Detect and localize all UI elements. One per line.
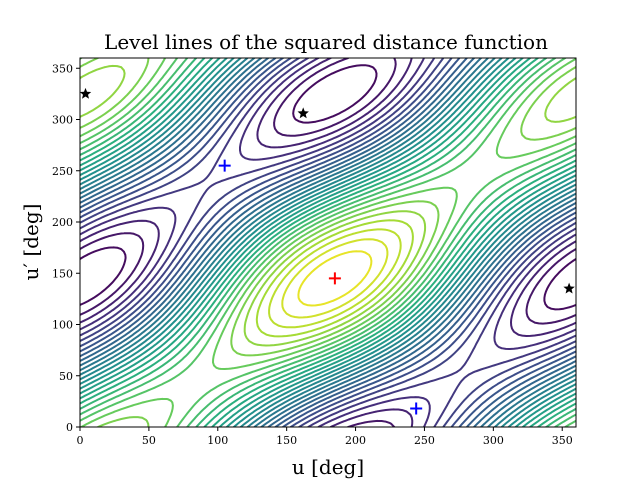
y-tick-label: 0: [66, 421, 73, 434]
contour-level-7: [80, 58, 576, 427]
contour-level-16: [80, 58, 576, 427]
contour-level-1: [80, 64, 576, 311]
y-tick-label: 300: [52, 114, 73, 127]
x-tick-label: 0: [77, 434, 84, 447]
contour-level-6: [80, 58, 576, 427]
contour-level-9: [80, 58, 576, 427]
y-axis-ticks: 0 50 100 150 200 250 300 350: [52, 62, 80, 434]
x-axis-label: u [deg]: [292, 455, 364, 479]
chart-title: Level lines of the squared distance func…: [104, 30, 548, 54]
y-tick-label: 250: [52, 165, 73, 178]
plus-marker: [328, 272, 341, 285]
contour-level-13: [80, 58, 576, 427]
contour-lines: [80, 58, 576, 427]
y-tick-label: 100: [52, 319, 73, 332]
y-tick-label: 200: [52, 216, 73, 229]
y-tick-label: 350: [52, 62, 73, 75]
plus-marker: [218, 159, 231, 172]
y-tick-label: 150: [52, 267, 73, 280]
x-tick-label: 100: [207, 434, 228, 447]
markers-layer: [80, 87, 575, 415]
contour-level-26: [255, 219, 414, 338]
contour-level-25: [80, 64, 576, 347]
contour-level-19: [80, 58, 576, 427]
contour-level-29: [297, 250, 373, 307]
contour-level-15: [80, 58, 576, 427]
plus-marker: [410, 402, 423, 415]
x-tick-label: 50: [142, 434, 156, 447]
x-tick-label: 150: [276, 434, 297, 447]
x-axis-ticks: 0 50 100 150 200 250 300 350: [77, 427, 573, 447]
x-tick-label: 200: [345, 434, 366, 447]
contour-level-24: [80, 58, 576, 427]
contour-level-22: [80, 58, 576, 427]
contour-level-12: [80, 58, 576, 427]
contour-level-27: [268, 228, 402, 329]
plot-frame: [79, 57, 577, 428]
x-tick-label: 250: [414, 434, 435, 447]
contour-level-8: [80, 58, 576, 427]
star-marker: [80, 87, 92, 99]
y-tick-label: 50: [59, 370, 73, 383]
x-tick-label: 350: [552, 434, 573, 447]
star-marker: [297, 107, 309, 119]
contour-level-20: [80, 58, 576, 427]
y-axis-label: u′ [deg]: [19, 204, 43, 281]
star-marker: [563, 282, 575, 294]
contour-level-23: [80, 58, 576, 427]
contour-level-5: [80, 58, 576, 427]
x-tick-label: 300: [483, 434, 504, 447]
contour-level-10: [80, 58, 576, 427]
contour-level-28: [281, 238, 389, 319]
